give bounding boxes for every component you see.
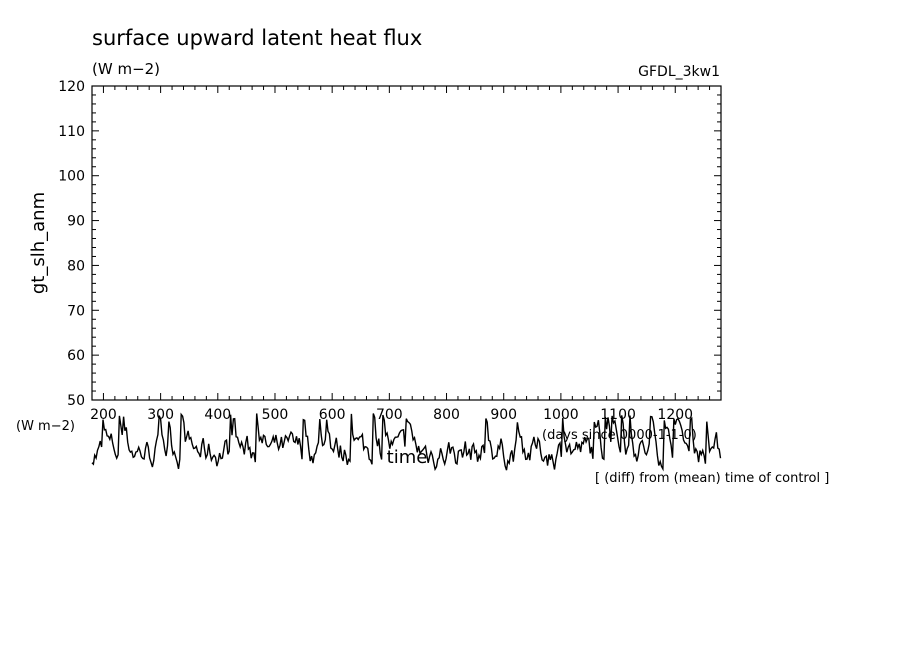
x-axis-label: time <box>387 447 428 468</box>
chart-title: surface upward latent heat flux <box>92 26 422 50</box>
x-tick-label: 500 <box>262 407 289 423</box>
x-tick-label: 200 <box>90 407 117 423</box>
x-tick-label: 1100 <box>600 407 636 423</box>
chart-note: [ (diff) from (mean) time of control ] <box>595 471 829 486</box>
x-tick-label: 700 <box>376 407 403 423</box>
y-tick-label: 70 <box>67 303 85 319</box>
x-tick-label: 300 <box>147 407 174 423</box>
y-unit-label: (W m−2) <box>16 419 75 434</box>
x-tick-label: 800 <box>433 407 460 423</box>
y-tick-label: 120 <box>58 79 85 95</box>
series-layer <box>91 412 722 472</box>
x-tick-label: 400 <box>204 407 231 423</box>
x-tick-label: 900 <box>490 407 517 423</box>
y-axis: 50 60 70 80 90 100 110 120 <box>58 79 721 409</box>
x-tick-label: 1200 <box>657 407 693 423</box>
series-line <box>91 412 722 472</box>
chart-subtitle: (W m−2) <box>92 60 160 78</box>
y-tick-label: 60 <box>67 348 85 364</box>
x-unit-label: (days since 0000-1-1-0) <box>542 428 697 443</box>
plot-frame <box>91 85 722 401</box>
y-axis-label: gt_slh_anm <box>28 192 49 294</box>
y-tick-label: 80 <box>67 258 85 274</box>
y-tick-label: 50 <box>67 393 85 409</box>
model-label: GFDL_3kw1 <box>638 64 720 80</box>
x-tick-label: 1000 <box>543 407 579 423</box>
x-axis: 200 300 400 500 600 700 800 900 1000 1100 1200 <box>90 86 722 423</box>
y-tick-label: 110 <box>58 124 85 140</box>
y-tick-label: 90 <box>67 214 85 230</box>
x-tick-label: 600 <box>319 407 346 423</box>
y-tick-label: 100 <box>58 169 85 185</box>
